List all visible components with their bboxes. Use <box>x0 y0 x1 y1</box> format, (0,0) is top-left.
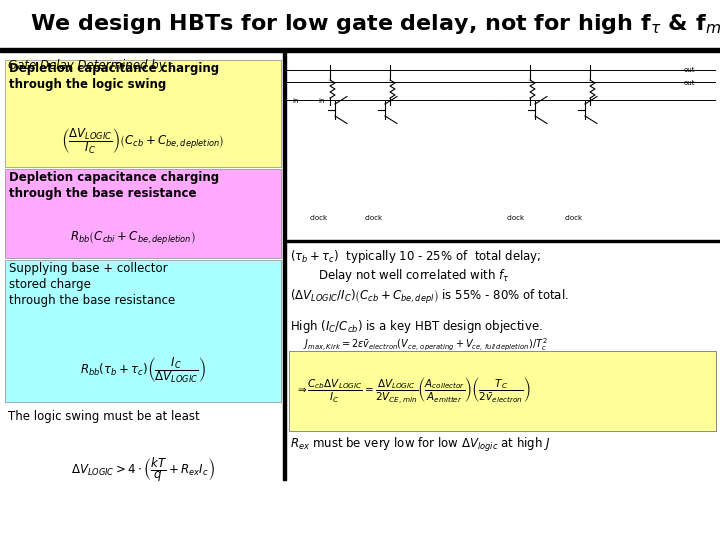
Text: out: out <box>683 67 695 73</box>
Text: out: out <box>683 80 695 86</box>
Text: $\left(\dfrac{\Delta V_{LOGIC}}{I_C}\right)\left(C_{cb} + C_{be,depletion}\right: $\left(\dfrac{\Delta V_{LOGIC}}{I_C}\rig… <box>61 126 225 156</box>
Text: in: in <box>292 98 299 104</box>
Text: Depletion capacitance charging
through the logic swing: Depletion capacitance charging through t… <box>9 62 219 91</box>
FancyBboxPatch shape <box>5 169 281 258</box>
Text: Supplying base + collector
stored charge
through the base resistance: Supplying base + collector stored charge… <box>9 262 175 307</box>
Text: $R_{bb}\left(\tau_b + \tau_c\right)\left(\dfrac{I_C}{\Delta V_{LOGIC}}\right)$: $R_{bb}\left(\tau_b + \tau_c\right)\left… <box>80 355 206 385</box>
Text: Gate Delay Determined by :: Gate Delay Determined by : <box>8 59 174 72</box>
Text: We design HBTs for low gate delay, not for high f$_\tau$ & f$_{max}$: We design HBTs for low gate delay, not f… <box>30 12 720 36</box>
Text: Delay not well correlated with $f_\tau$: Delay not well correlated with $f_\tau$ <box>318 267 509 284</box>
Bar <box>286 240 720 242</box>
Text: $R_{bb}\left(C_{cbi} + C_{be,depletion}\right)$: $R_{bb}\left(C_{cbi} + C_{be,depletion}\… <box>70 230 196 246</box>
Bar <box>0 0 720 48</box>
Text: clock: clock <box>507 215 525 221</box>
Text: clock: clock <box>565 215 583 221</box>
Text: $\left(\tau_b + \tau_c\right)$  typically 10 - 25% of  total delay;: $\left(\tau_b + \tau_c\right)$ typically… <box>290 248 541 265</box>
Text: in: in <box>318 98 325 104</box>
Bar <box>283 52 286 480</box>
Text: clock: clock <box>310 215 328 221</box>
Text: High $\left(I_C / C_{cb}\right)$ is a key HBT design objective.: High $\left(I_C / C_{cb}\right)$ is a ke… <box>290 318 543 335</box>
Text: $R_{ex}$ must be very low for low $\Delta V_{logic}$ at high $J$: $R_{ex}$ must be very low for low $\Delt… <box>290 436 551 454</box>
FancyBboxPatch shape <box>5 60 281 167</box>
Text: $\Delta V_{LOGIC} > 4 \cdot \left(\dfrac{kT}{q} + R_{ex}I_c\right)$: $\Delta V_{LOGIC} > 4 \cdot \left(\dfrac… <box>71 456 215 484</box>
Text: $\left(\Delta V_{LOGIC}/I_C\right)\left(C_{cb} + C_{be,depl}\right)$ is 55% - 80: $\left(\Delta V_{LOGIC}/I_C\right)\left(… <box>290 288 569 306</box>
Bar <box>0 48 720 52</box>
Text: clock: clock <box>365 215 383 221</box>
FancyBboxPatch shape <box>289 351 716 431</box>
Text: Depletion capacitance charging
through the base resistance: Depletion capacitance charging through t… <box>9 171 219 200</box>
Text: $\Rightarrow \dfrac{C_{cb}\Delta V_{LOGIC}}{I_C} = \dfrac{\Delta V_{LOGIC}}{2V_{: $\Rightarrow \dfrac{C_{cb}\Delta V_{LOGI… <box>295 376 531 406</box>
FancyBboxPatch shape <box>5 260 281 402</box>
Text: $J_{max,Kirk} = 2\varepsilon\bar{v}_{electron}(V_{ce,\, operating} + V_{ce,\, fu: $J_{max,Kirk} = 2\varepsilon\bar{v}_{ele… <box>303 336 548 353</box>
Text: The logic swing must be at least: The logic swing must be at least <box>8 410 199 423</box>
